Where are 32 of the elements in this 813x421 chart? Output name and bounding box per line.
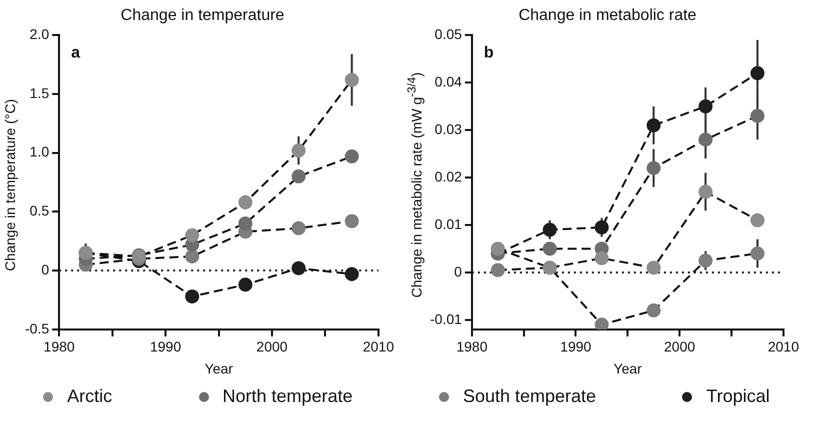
chart-title: Change in temperature [120, 7, 284, 24]
legend-label: Tropical [706, 386, 770, 407]
legend-label: South temperate [462, 386, 596, 407]
y-tick-label: 0 [41, 261, 50, 278]
y-tick-label: 0 [454, 263, 462, 280]
y-tick-label: -0.5 [25, 320, 50, 336]
y-tick-label: 2.0 [30, 26, 50, 42]
x-tick-label: 2000 [256, 338, 288, 355]
y-tick-label: 1.0 [30, 144, 50, 160]
y-tick-label: -0.01 [430, 310, 462, 327]
y-tick-label: 0.5 [30, 202, 50, 219]
annotation: b [484, 44, 494, 62]
y-tick-label: 0.05 [434, 26, 462, 42]
y-tick-label: 0.04 [434, 74, 462, 90]
y-tick-label: 0.03 [434, 120, 462, 137]
x-tick-label: 1990 [150, 338, 182, 355]
y-axis-title: Change in temperature (°C) [2, 98, 18, 272]
annotation: a [71, 44, 80, 62]
y-tick-label: 1.5 [30, 84, 50, 101]
y-tick-label: 0.01 [434, 216, 462, 232]
chart-title: Change in metabolic rate [518, 7, 697, 24]
x-tick-label: 1990 [560, 338, 592, 355]
x-tick-label: 2010 [768, 338, 800, 355]
x-tick-label: 2010 [362, 338, 394, 355]
x-tick-label: 2000 [664, 338, 696, 355]
x-tick-label: 1980 [456, 338, 488, 355]
x-axis-title: Year [204, 360, 234, 376]
x-tick-label: 1980 [44, 338, 75, 355]
legend-label: North temperate [222, 386, 353, 407]
x-axis-title: Year [614, 360, 642, 376]
y-tick-label: 0.02 [434, 168, 462, 184]
legend-label: Arctic [67, 386, 112, 407]
